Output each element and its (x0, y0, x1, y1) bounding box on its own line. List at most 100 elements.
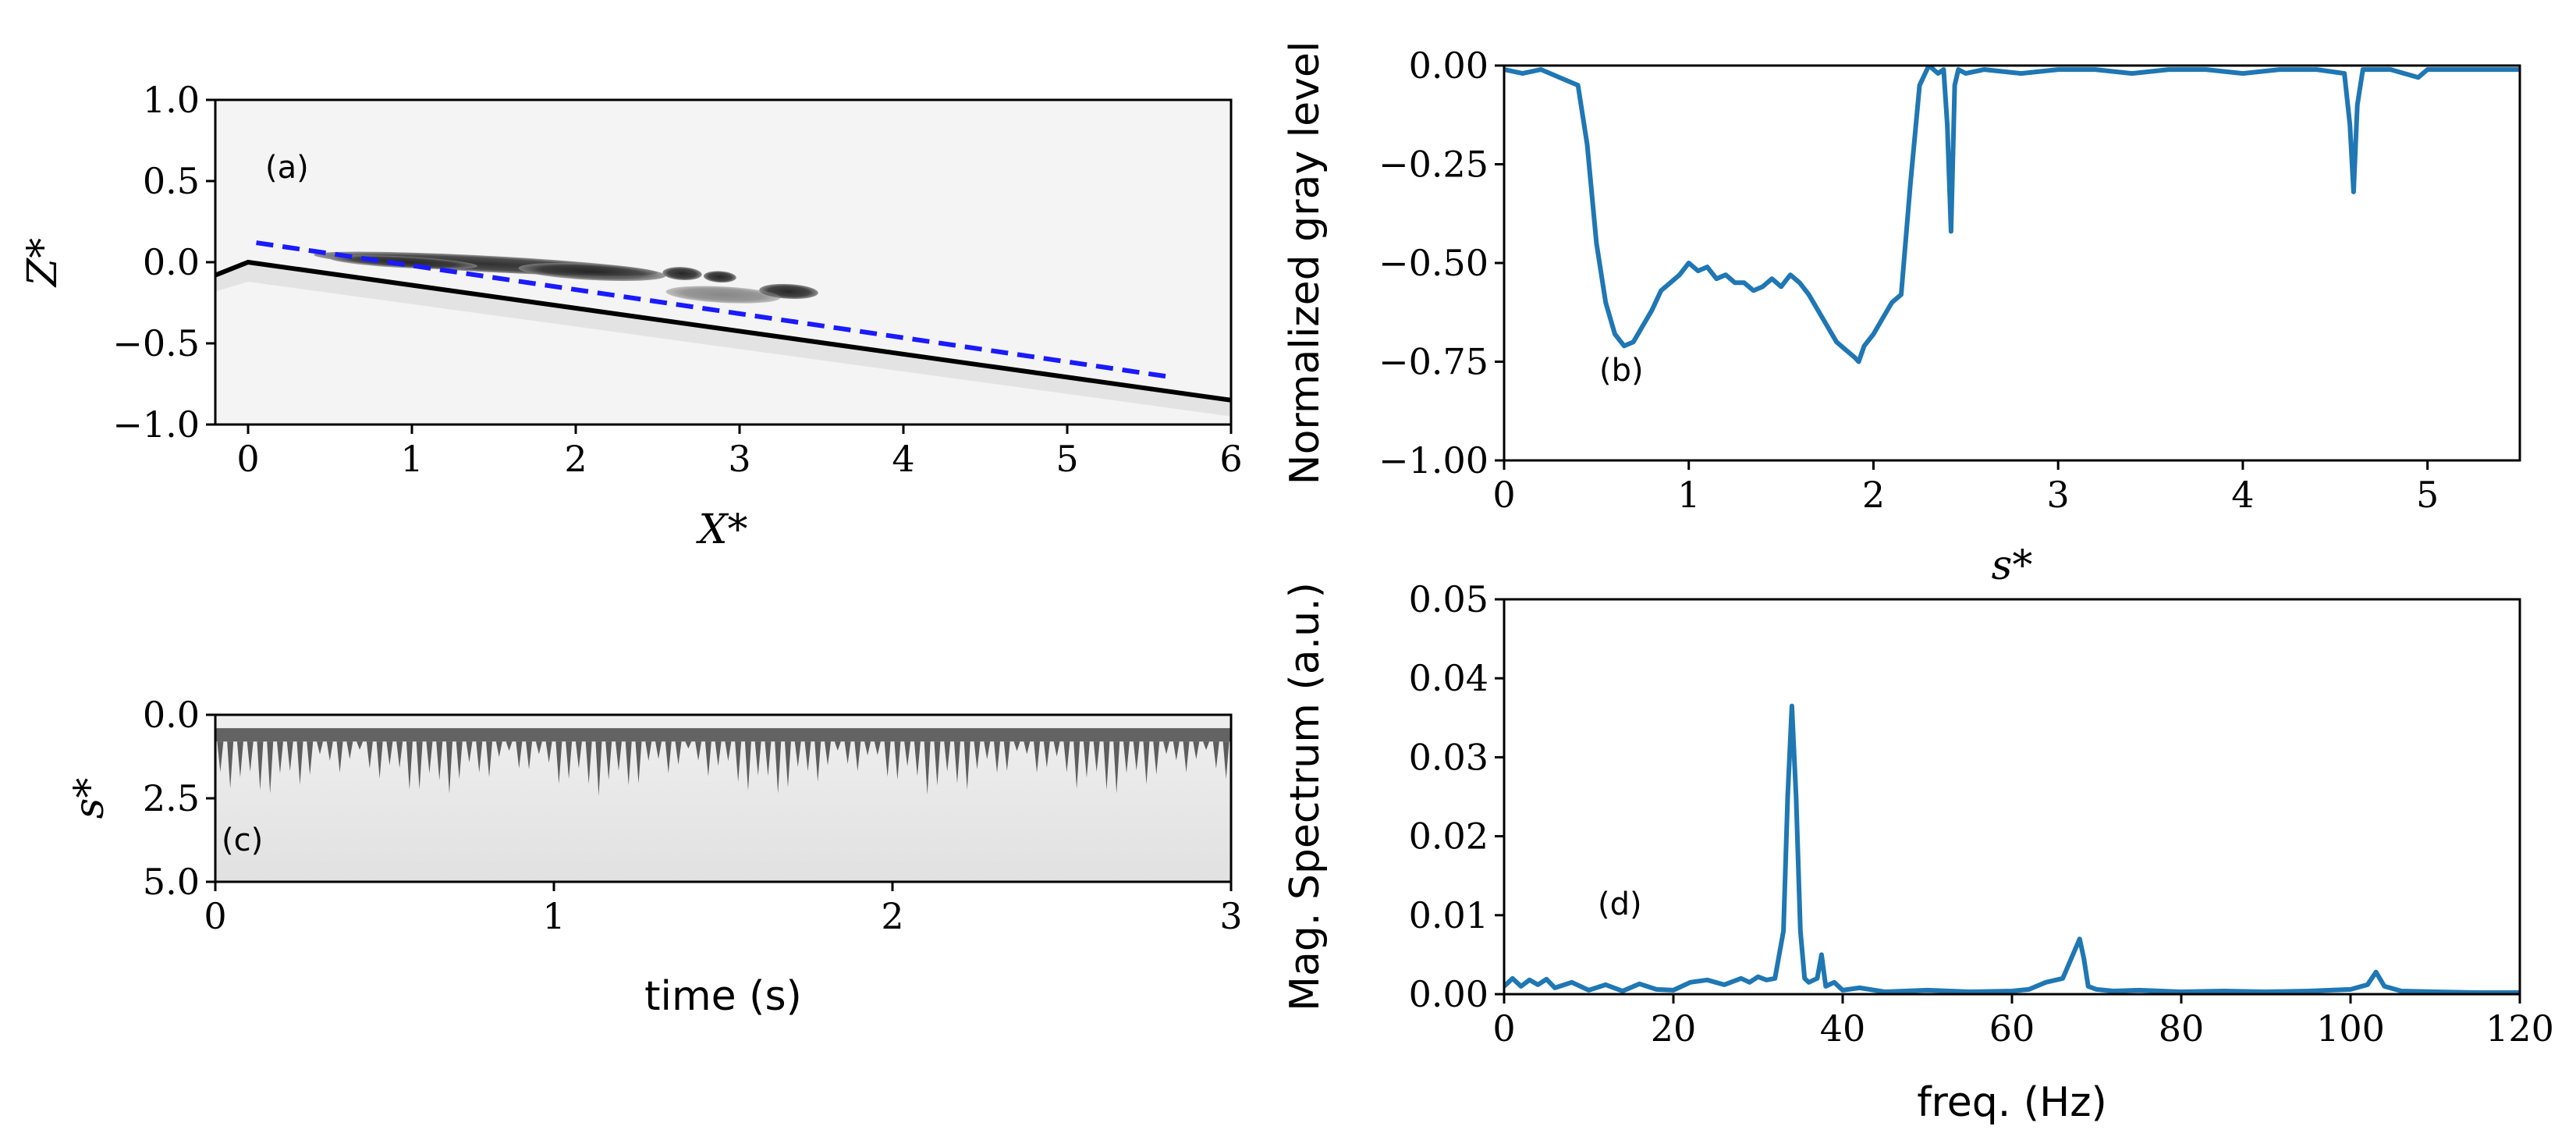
panel-c-streak (1222, 741, 1229, 780)
panel-c-streak (1123, 741, 1130, 773)
panel-c-streak (765, 741, 772, 776)
panel-c-yticks: 0.0 2.5 5.0 (143, 694, 215, 903)
panel-c-streak (1183, 741, 1190, 773)
panel-c-streak (366, 741, 373, 769)
panel-c-streak (346, 741, 353, 759)
panel-c-streak (1163, 741, 1170, 755)
panel-c-streak (1153, 741, 1160, 775)
panel-d-xticks: 0 20 40 60 80 100 120 (1492, 994, 2554, 1050)
panel-c-streak (227, 741, 234, 789)
panel-a-xtick-label: 6 (1219, 438, 1242, 480)
panel-c-streak (695, 741, 702, 761)
panel-c-streak (466, 741, 473, 762)
panel-b-ytick-label: 0.00 (1409, 44, 1488, 87)
panel-c-streak (1073, 741, 1080, 789)
panel-b-series-line (1504, 66, 2520, 364)
panel-c-streak (575, 741, 582, 769)
panel-d-yticks: 0.05 0.04 0.03 0.02 0.01 0.00 (1409, 578, 1504, 1015)
panel-c-streak (555, 741, 562, 784)
panel-c-streak (725, 741, 732, 762)
panel-c-xticks: 0 1 2 3 (204, 882, 1243, 937)
panel-c-annotation: (c) (222, 822, 263, 858)
panel-c-streak (675, 741, 682, 765)
panel-b-xtick-label: 3 (2047, 474, 2070, 516)
panel-b-xlabel: s* (1992, 542, 2033, 589)
panel-a-blob (665, 286, 781, 304)
panel-a-dashed-line (256, 240, 1174, 380)
panel-c-streak (396, 741, 403, 769)
panel-c-streak (1133, 741, 1140, 771)
panel-c-xtick-label: 3 (1219, 895, 1242, 937)
panel-c-streak (635, 741, 642, 783)
panel-d-ytick-label: 0.03 (1409, 736, 1488, 778)
panel-c-streak (286, 741, 293, 772)
panel-c-streak (326, 741, 333, 761)
panel-b-xticks: 0 1 2 3 4 5 (1492, 460, 2439, 516)
panel-c-streak (495, 741, 502, 758)
panel-c-streak (894, 741, 901, 780)
panel-c-streak (625, 741, 632, 786)
panel-a-xtick-label: 3 (728, 438, 750, 480)
panel-a-xtick-label: 2 (564, 438, 587, 480)
panel-d-ylabel: Mag. Spectrum (a.u.) (1282, 582, 1329, 1011)
panel-d-ytick-label: 0.02 (1409, 815, 1488, 858)
panel-c-heatmap (215, 715, 1231, 882)
panel-b-ytick-label: −0.75 (1378, 341, 1488, 383)
panel-c-streak (1212, 741, 1219, 769)
panel-b-xtick-label: 5 (2416, 474, 2439, 516)
panel-c-streak (445, 741, 452, 794)
panel-a: 0 1 2 3 4 5 6 1.0 0.5 0.0 −0.5 −1.0 (a) X* Z* (20, 79, 1243, 553)
panel-c-streak (535, 741, 542, 755)
panel-a-ytick-label: −1.0 (112, 403, 200, 446)
panel-a-xtick-label: 4 (892, 438, 914, 480)
panel-c-streak (874, 741, 881, 755)
panel-d-xlabel: freq. (Hz) (1917, 1079, 2107, 1126)
panel-c-streak (884, 741, 891, 777)
panel-d-series-line (1504, 703, 2520, 994)
panel-c-streak (506, 741, 513, 751)
panel-c-streak (784, 741, 791, 787)
panel-a-blob (662, 267, 702, 280)
panel-d-xtick-label: 120 (2486, 1007, 2554, 1050)
panel-c-streak (744, 741, 751, 791)
panel-c-streak (1034, 741, 1041, 773)
panel-b-ytick-label: −0.50 (1378, 242, 1488, 284)
panel-d: 0 20 40 60 80 100 120 0.05 0.04 0.03 0.02 0.01 0.00… (1282, 578, 2554, 1126)
panel-c-streak (984, 741, 991, 759)
panel-c-streak (1053, 741, 1060, 757)
panel-c-streak (456, 741, 463, 780)
panel-c-streak (914, 741, 921, 776)
panel-a-xtick-label: 5 (1056, 438, 1078, 480)
panel-a-ytick-label: 0.5 (143, 160, 200, 202)
panel-c-streak (794, 741, 801, 768)
panel-a-ytick-label: −0.5 (112, 322, 200, 364)
panel-c-streak (735, 741, 742, 782)
panel-c-streak (217, 741, 224, 773)
panel-b: 0 1 2 3 4 5 0.00 −0.25 −0.50 −0.75 −1.00 (b) s* N… (1282, 41, 2521, 589)
panel-a-wall-shadow (215, 262, 1231, 417)
panel-c-dark-band (215, 728, 1231, 742)
panel-c-streak (953, 741, 960, 783)
panel-c-streak (267, 741, 274, 794)
panel-b-xtick-label: 0 (1492, 474, 1515, 516)
panel-b-xtick-label: 2 (1862, 474, 1885, 516)
panel-c-streak (1063, 741, 1070, 773)
panel-d-xtick-label: 100 (2316, 1007, 2385, 1050)
panel-c-streak (236, 741, 243, 778)
panel-c-streak (715, 741, 722, 766)
panel-c-streak (1103, 741, 1110, 790)
panel-c-streak (1013, 741, 1020, 751)
panel-c-streak (1203, 741, 1210, 751)
panel-c-streak (834, 741, 841, 751)
panel-c-streak (545, 741, 552, 763)
panel-c-streak (276, 741, 283, 774)
panel-c-ylabel: s* (66, 778, 113, 819)
panel-c-streak (476, 741, 483, 773)
panel-c-streak (1083, 741, 1090, 778)
panel-c-streak (1143, 741, 1150, 785)
panel-c-streak (934, 741, 941, 786)
panel-b-xtick-label: 1 (1677, 474, 1700, 516)
panel-c-streak (974, 741, 981, 770)
panel-c-streak (357, 741, 364, 750)
panel-a-yticks: 1.0 0.5 0.0 −0.5 −1.0 (112, 79, 215, 446)
